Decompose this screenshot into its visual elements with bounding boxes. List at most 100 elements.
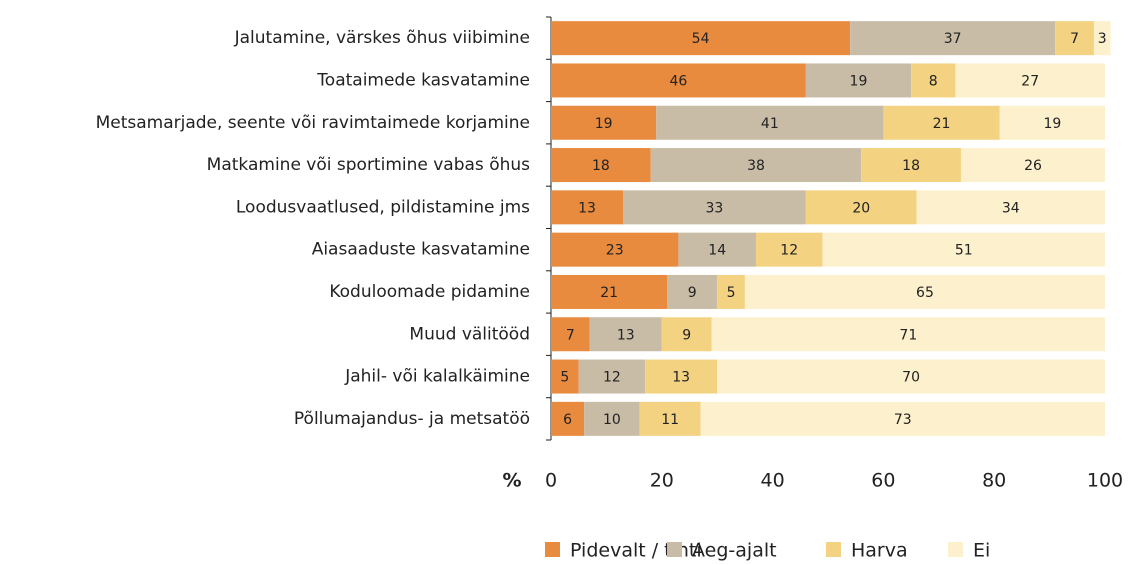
bar-segment [589, 317, 662, 352]
value-label: 18 [592, 158, 610, 174]
bar-segment [755, 232, 823, 267]
value-label: 19 [595, 116, 613, 132]
bar-segment [678, 232, 756, 267]
value-label: 19 [850, 73, 868, 89]
bar-segment [551, 63, 806, 98]
value-label: 13 [672, 370, 690, 386]
bar-segment [551, 401, 585, 436]
value-label: 21 [600, 285, 618, 301]
value-label: 9 [688, 285, 697, 301]
bar-segment [717, 274, 745, 309]
bar-segment [916, 190, 1105, 225]
category-label: Koduloomade pidamine [329, 282, 530, 302]
value-label: 71 [899, 327, 917, 343]
x-tick-label: 100 [1087, 470, 1123, 492]
value-label: 23 [606, 243, 624, 259]
legend-swatch [545, 542, 560, 557]
category-label: Loodusvaatlused, pildistamine jms [236, 197, 530, 217]
value-label: 10 [603, 412, 621, 428]
value-label: 9 [682, 327, 691, 343]
bar-segment [744, 274, 1105, 309]
bar-segment [717, 359, 1105, 394]
bar-segment [551, 21, 851, 56]
value-label: 38 [747, 158, 765, 174]
category-label: Matkamine või sportimine vabas õhus [207, 155, 530, 175]
bar-segment [960, 148, 1105, 183]
bar-segment [578, 359, 646, 394]
value-label: 33 [706, 200, 724, 216]
value-label: 27 [1021, 73, 1039, 89]
bar-segment [955, 63, 1105, 98]
value-label: 11 [661, 412, 679, 428]
value-label: 37 [944, 31, 962, 47]
value-label: 19 [1043, 116, 1061, 132]
bar-segment [700, 401, 1105, 436]
bar-segment [623, 190, 806, 225]
bar-segment [639, 401, 701, 436]
x-axis-label: % [502, 470, 521, 492]
bar-segment [861, 148, 961, 183]
value-label: 73 [894, 412, 912, 428]
value-label: 8 [929, 73, 938, 89]
category-label: Aiasaaduste kasvatamine [312, 240, 530, 260]
legend-swatch [826, 542, 841, 557]
category-label: Jahil- või kalalkäimine [344, 367, 530, 387]
value-label: 65 [916, 285, 934, 301]
bar-segment [1055, 21, 1094, 56]
value-label: 20 [852, 200, 870, 216]
category-label: Jalutamine, värskes õhus viibimine [234, 28, 530, 48]
bar-segment [661, 317, 712, 352]
category-label: Toataimede kasvatamine [316, 70, 530, 90]
value-label: 13 [617, 327, 635, 343]
bar-segment [911, 63, 956, 98]
bar-segment [850, 21, 1056, 56]
x-tick-label: 20 [650, 470, 674, 492]
bar-segment [551, 317, 590, 352]
value-label: 12 [780, 243, 798, 259]
value-label: 14 [708, 243, 726, 259]
bar-segment [711, 317, 1105, 352]
x-tick-label: 0 [545, 470, 557, 492]
value-label: 51 [955, 243, 973, 259]
bar-segment [650, 148, 862, 183]
bar-segment [999, 105, 1105, 140]
legend-label: Aeg-ajalt [692, 540, 777, 562]
x-tick-label: 60 [871, 470, 895, 492]
bar-segment [551, 190, 624, 225]
value-label: 26 [1024, 158, 1042, 174]
category-label: Põllumajandus- ja metsatöö [294, 409, 530, 429]
bar-segment [822, 232, 1105, 267]
bar-segment [551, 232, 679, 267]
category-label: Metsamarjade, seente või ravimtaimede ko… [96, 113, 530, 133]
value-label: 70 [902, 370, 920, 386]
value-label: 13 [578, 200, 596, 216]
value-label: 46 [670, 73, 688, 89]
bar-segment [551, 148, 651, 183]
bar-segment [551, 359, 579, 394]
bar-segment [584, 401, 640, 436]
value-label: 5 [560, 370, 569, 386]
bar-segment [551, 105, 657, 140]
bar-segment [1093, 21, 1111, 56]
value-label: 3 [1098, 31, 1107, 47]
value-label: 7 [566, 327, 575, 343]
x-tick-label: 80 [982, 470, 1006, 492]
legend-label: Ei [973, 540, 990, 562]
bar-segment [551, 274, 668, 309]
bar-segment [656, 105, 884, 140]
value-label: 34 [1002, 200, 1020, 216]
value-label: 41 [761, 116, 779, 132]
value-label: 12 [603, 370, 621, 386]
value-label: 21 [933, 116, 951, 132]
value-label: 7 [1070, 31, 1079, 47]
legend-swatch [948, 542, 963, 557]
x-tick-label: 40 [761, 470, 785, 492]
value-label: 18 [902, 158, 920, 174]
legend-swatch [667, 542, 682, 557]
bar-segment [805, 63, 912, 98]
bar-segment [883, 105, 1000, 140]
bar-segment [805, 190, 917, 225]
value-label: 54 [692, 31, 710, 47]
value-label: 5 [727, 285, 736, 301]
